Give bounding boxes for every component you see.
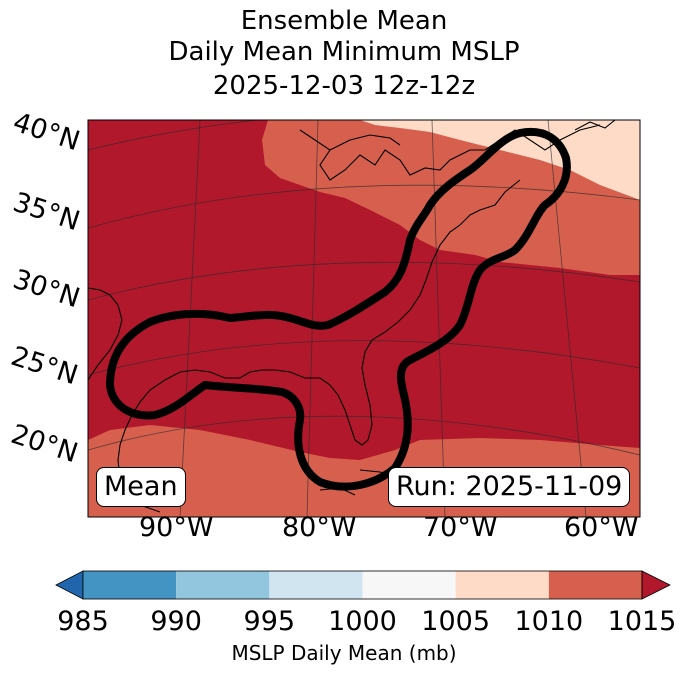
colorbar-tick-1000: 1000 xyxy=(328,606,397,637)
lon-label-70w: 70°W xyxy=(423,512,498,543)
colorbar-tick-995: 995 xyxy=(243,606,296,637)
title-line-1: Ensemble Mean xyxy=(240,6,448,36)
lon-label-60w: 60°W xyxy=(564,512,639,543)
colorbar-tick-1005: 1005 xyxy=(421,606,491,637)
lon-label-90w: 90°W xyxy=(139,512,214,543)
mean-badge: Mean xyxy=(96,467,186,507)
pressure-field xyxy=(88,120,640,517)
map-frame xyxy=(87,119,641,518)
colorbar-tick-1010: 1010 xyxy=(514,606,584,637)
colorbar-segment-995-1000 xyxy=(269,571,363,599)
colorbar-extend-high xyxy=(641,570,671,600)
colorbar-tick-1015: 1015 xyxy=(607,606,677,637)
colorbar xyxy=(55,570,671,600)
colorbar-segment-1000-1005 xyxy=(362,571,456,599)
colorbar-label: MSLP Daily Mean (mb) xyxy=(231,641,457,665)
contour-1015 xyxy=(106,127,571,491)
colorbar-tick-990: 990 xyxy=(150,606,202,637)
title-line-3: 2025-12-03 12z-12z xyxy=(212,71,476,101)
lon-label-80w: 80°W xyxy=(282,512,357,543)
pressure-band-1005-1010 xyxy=(360,120,640,200)
colorbar-segment-990-995 xyxy=(176,571,270,599)
colorbar-frame xyxy=(82,570,643,600)
colorbar-segment-1005-1010 xyxy=(455,571,549,599)
colorbar-extend-low xyxy=(55,570,84,600)
run-date-badge: Run: 2025-11-09 xyxy=(388,467,631,507)
title-line-2: Daily Mean Minimum MSLP xyxy=(168,37,520,67)
colorbar-tick-985: 985 xyxy=(57,606,109,637)
colorbar-segment-1010-1015 xyxy=(548,571,642,599)
colorbar-segment-985-990 xyxy=(83,571,177,599)
